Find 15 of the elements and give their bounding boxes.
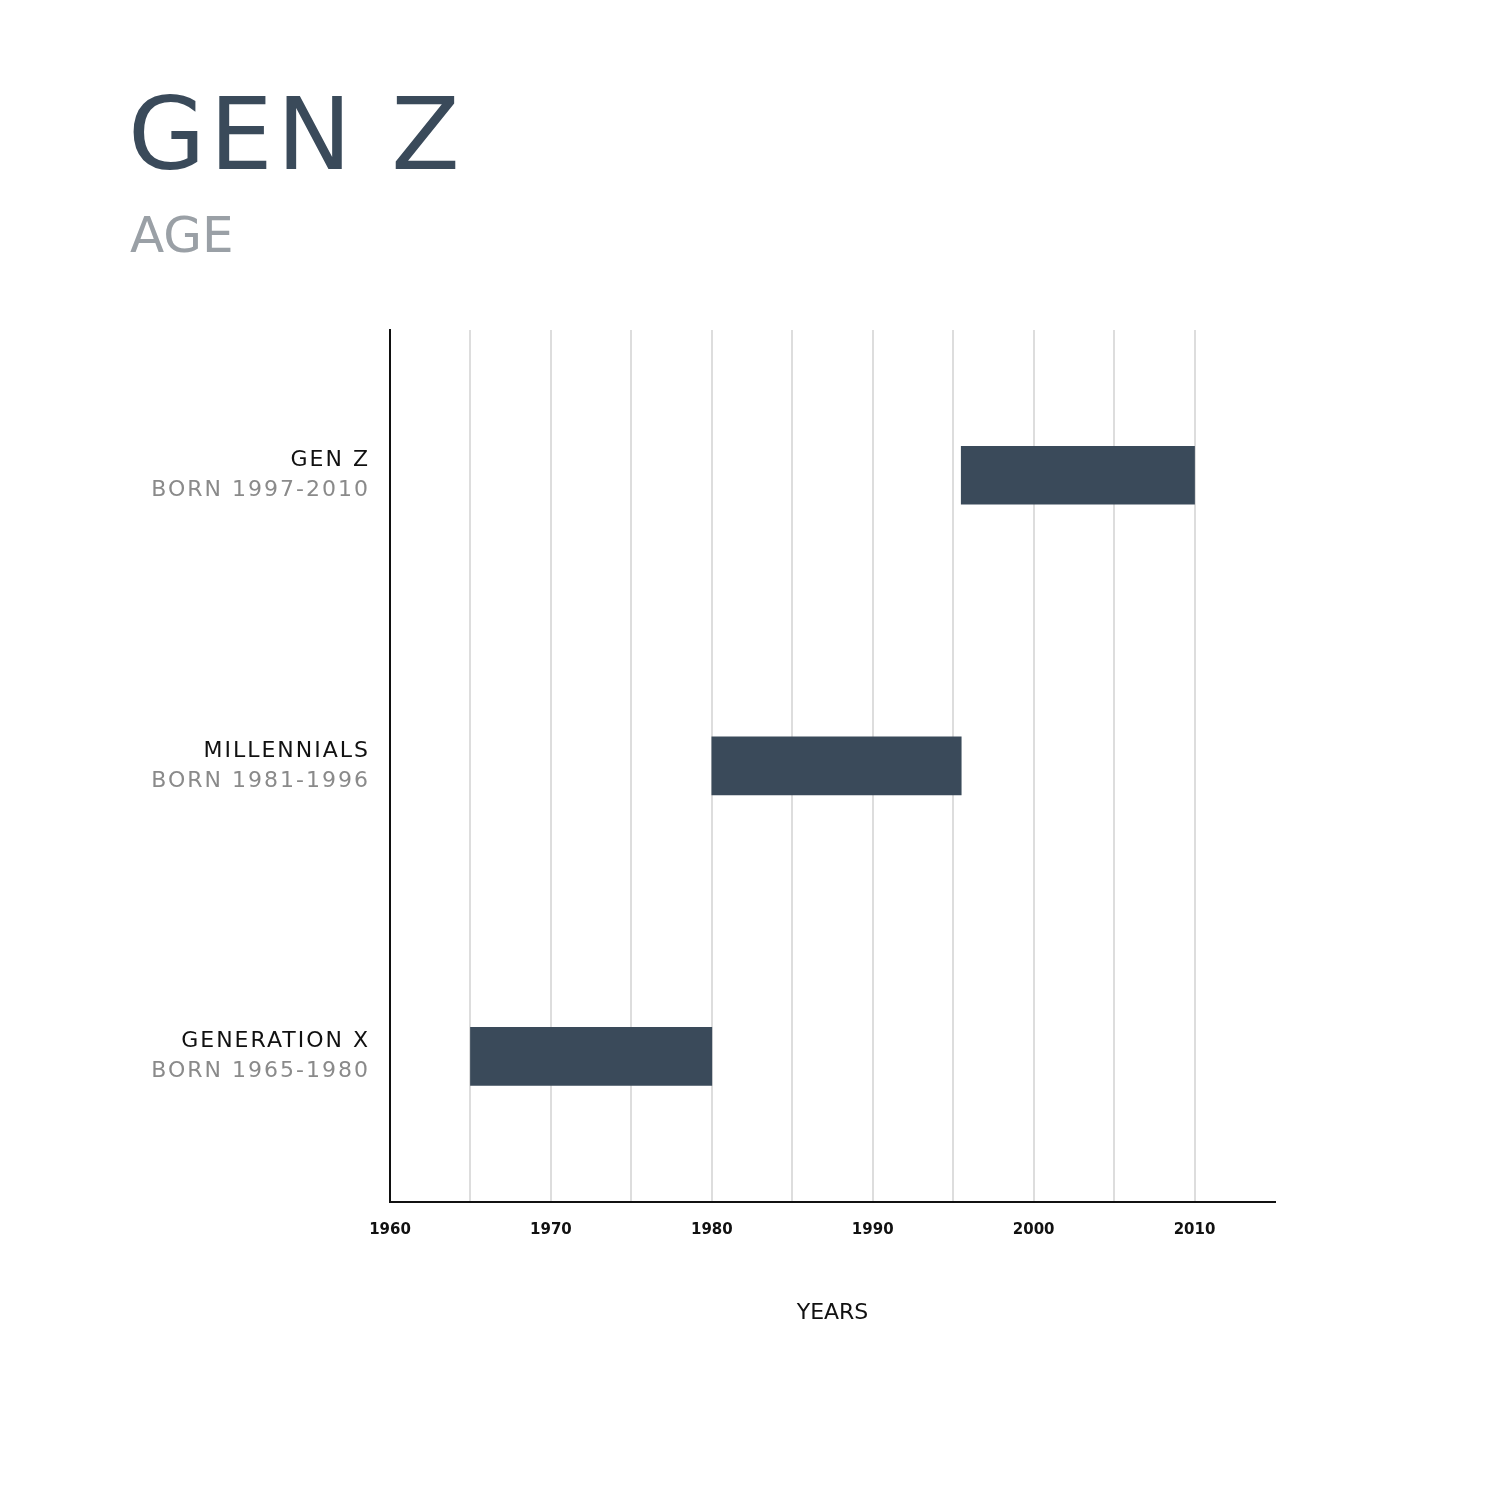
y-tick-label: GENERATION X BORN 1965-1980 [151, 1027, 370, 1083]
x-tick-label: 1970 [530, 1220, 572, 1239]
x-axis-title: YEARS [795, 1298, 869, 1324]
x-tick-label: 1960 [369, 1220, 411, 1239]
x-tick-label: 2010 [1173, 1220, 1216, 1239]
bar [960, 445, 1195, 505]
x-tick-label: 2000 [1012, 1220, 1055, 1239]
x-tick-label: 1990 [851, 1220, 894, 1239]
y-tick-label: GEN Z BORN 1997-2010 [151, 445, 370, 501]
bar [711, 736, 962, 796]
bar [470, 1027, 713, 1086]
chart-subtitle: AGE [130, 206, 234, 264]
y-tick-label: MILLENNIALS BORN 1981-1996 [151, 736, 370, 792]
chart-title: GEN Z [128, 76, 464, 193]
x-tick-label: 1980 [690, 1220, 733, 1239]
